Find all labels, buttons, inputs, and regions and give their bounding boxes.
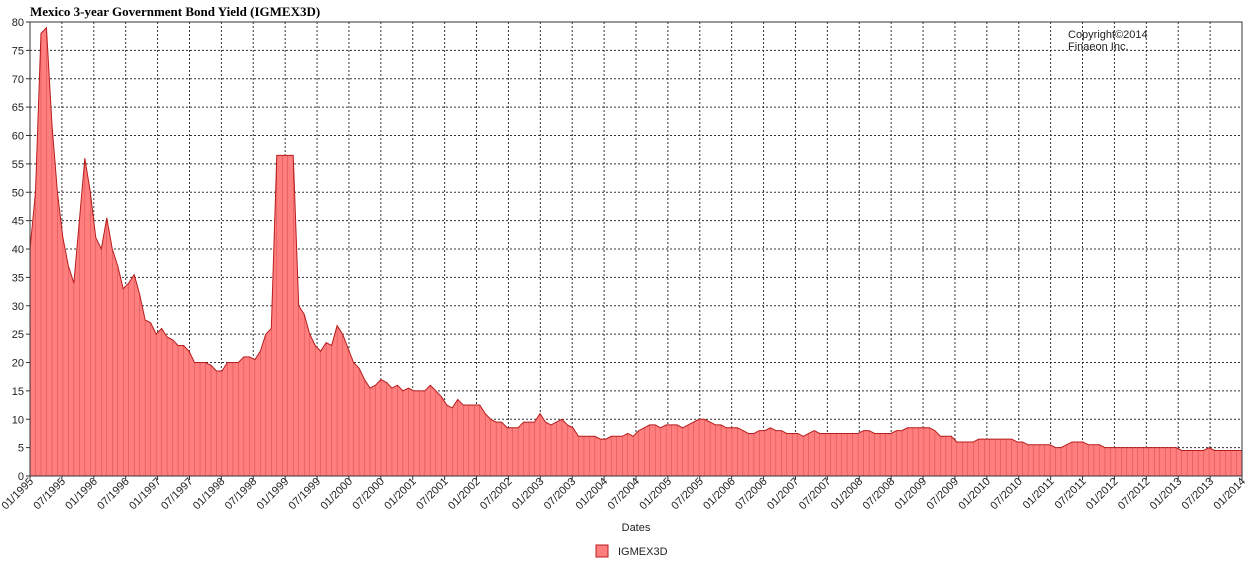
chart-title: Mexico 3-year Government Bond Yield (IGM… (30, 4, 320, 19)
x-tick-label: 07/1996 (95, 476, 132, 513)
y-tick-label: 80 (12, 17, 24, 29)
legend: IGMEX3D (595, 544, 668, 558)
x-tick-label: 01/2005 (637, 476, 674, 513)
x-tick-label: 01/1997 (127, 476, 164, 513)
x-tick-label: 01/2012 (1084, 476, 1121, 513)
x-tick-label: 07/2006 (733, 476, 770, 513)
copyright-line-2: Finaeon Inc. (1068, 41, 1129, 53)
y-tick-label: 30 (12, 301, 24, 313)
y-tick-label: 40 (12, 244, 24, 256)
x-axis-ticks: 01/199507/199501/199607/199601/199707/19… (0, 476, 1245, 513)
x-tick-label: 07/1995 (31, 476, 68, 513)
x-tick-label: 07/2002 (478, 476, 515, 513)
x-tick-label: 01/2003 (510, 476, 547, 513)
legend-label: IGMEX3D (618, 546, 668, 558)
x-tick-label: 01/2009 (893, 476, 930, 513)
y-tick-label: 45 (12, 216, 24, 228)
copyright-annotation: Copyright©2014 Finaeon Inc. (1068, 29, 1148, 53)
x-tick-label: 01/2014 (1212, 476, 1245, 513)
x-tick-label: 01/2011 (1021, 476, 1057, 512)
x-tick-label: 07/1997 (159, 476, 196, 513)
x-axis-label: Dates (622, 522, 651, 534)
y-tick-label: 0 (18, 471, 24, 483)
x-tick-label: 07/2009 (924, 476, 961, 513)
area-fill (30, 27, 1242, 477)
x-tick-label: 01/2000 (318, 476, 355, 513)
x-tick-label: 07/2005 (669, 476, 706, 513)
x-tick-label: 01/2010 (956, 476, 993, 513)
x-tick-label: 01/2001 (382, 476, 419, 513)
x-tick-label: 01/2002 (446, 476, 483, 513)
x-tick-label: 07/2010 (988, 476, 1025, 513)
x-tick-label: 01/2007 (765, 476, 802, 513)
x-tick-label: 01/2004 (574, 476, 611, 513)
copyright-line-1: Copyright©2014 (1068, 29, 1148, 41)
x-tick-label: 07/2003 (542, 476, 579, 513)
x-tick-label: 01/2006 (701, 476, 738, 513)
x-tick-label: 07/2000 (350, 476, 387, 513)
y-tick-label: 70 (12, 74, 24, 86)
x-tick-label: 07/2013 (1180, 476, 1217, 513)
x-tick-label: 07/2008 (861, 476, 898, 513)
series-line (29, 26, 1242, 451)
legend-swatch (595, 544, 609, 558)
x-tick-label: 07/2011 (1053, 476, 1089, 512)
y-axis-ticks: 0 5 10 15 20 25 30 35 40 45 50 55 60 65 70 75 80 (12, 17, 30, 483)
y-tick-label: 65 (12, 102, 24, 114)
y-tick-label: 5 (18, 443, 24, 455)
x-tick-label: 01/2013 (1148, 476, 1185, 513)
x-tick-label: 07/1998 (223, 476, 260, 513)
x-tick-label: 01/2008 (829, 476, 866, 513)
y-tick-label: 50 (12, 187, 24, 199)
y-tick-label: 10 (12, 414, 24, 426)
x-tick-label: 01/1998 (191, 476, 228, 513)
y-tick-label: 20 (12, 358, 24, 370)
x-tick-label: 07/2007 (797, 476, 834, 513)
y-tick-label: 25 (12, 329, 24, 341)
y-tick-label: 55 (12, 159, 24, 171)
x-tick-label: 07/1999 (287, 476, 324, 513)
y-tick-label: 60 (12, 131, 24, 143)
series-area (29, 26, 1243, 477)
y-tick-label: 35 (12, 272, 24, 284)
x-tick-label: 07/2004 (606, 476, 643, 513)
y-tick-label: 75 (12, 45, 24, 57)
x-tick-label: 07/2001 (414, 476, 451, 513)
x-tick-label: 07/2012 (1116, 476, 1153, 513)
x-tick-label: 01/1996 (63, 476, 100, 513)
y-tick-label: 15 (12, 386, 24, 398)
x-tick-label: 01/1999 (255, 476, 292, 513)
